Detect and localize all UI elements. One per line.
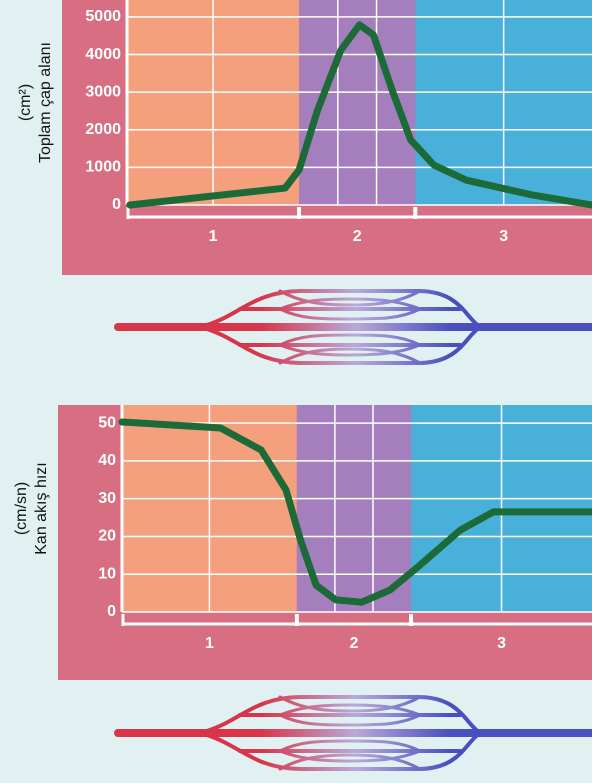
data-line [118,418,592,606]
x-region-label: 2 [349,635,358,652]
y-axis-unit: (cm/sn) [13,482,30,535]
y-tick-label: 0 [107,603,116,620]
y-axis-label: Kan akış hızı [33,462,50,555]
vessel-diagram [118,697,592,769]
y-tick-label: 0 [112,196,121,213]
x-region-label: 3 [497,635,506,652]
x-region-label: 3 [499,228,508,245]
y-tick-label: 30 [98,490,116,507]
x-region-label: 2 [353,228,362,245]
y-tick-label: 40 [98,452,116,469]
y-tick-label: 4000 [85,46,121,63]
y-tick-label: 20 [98,528,116,545]
data-line [126,21,592,209]
y-axis-label: Toplam çap alanı [37,42,54,163]
vessel-diagram [118,291,592,363]
y-tick-label: 5000 [85,8,121,25]
y-axis-unit: (cm²) [17,84,34,121]
x-region-label: 1 [205,635,214,652]
y-tick-label: 1000 [85,159,121,176]
y-tick-label: 10 [98,565,116,582]
y-tick-label: 3000 [85,83,121,100]
x-region-label: 1 [209,228,218,245]
y-tick-label: 2000 [85,121,121,138]
y-tick-label: 50 [98,414,116,431]
